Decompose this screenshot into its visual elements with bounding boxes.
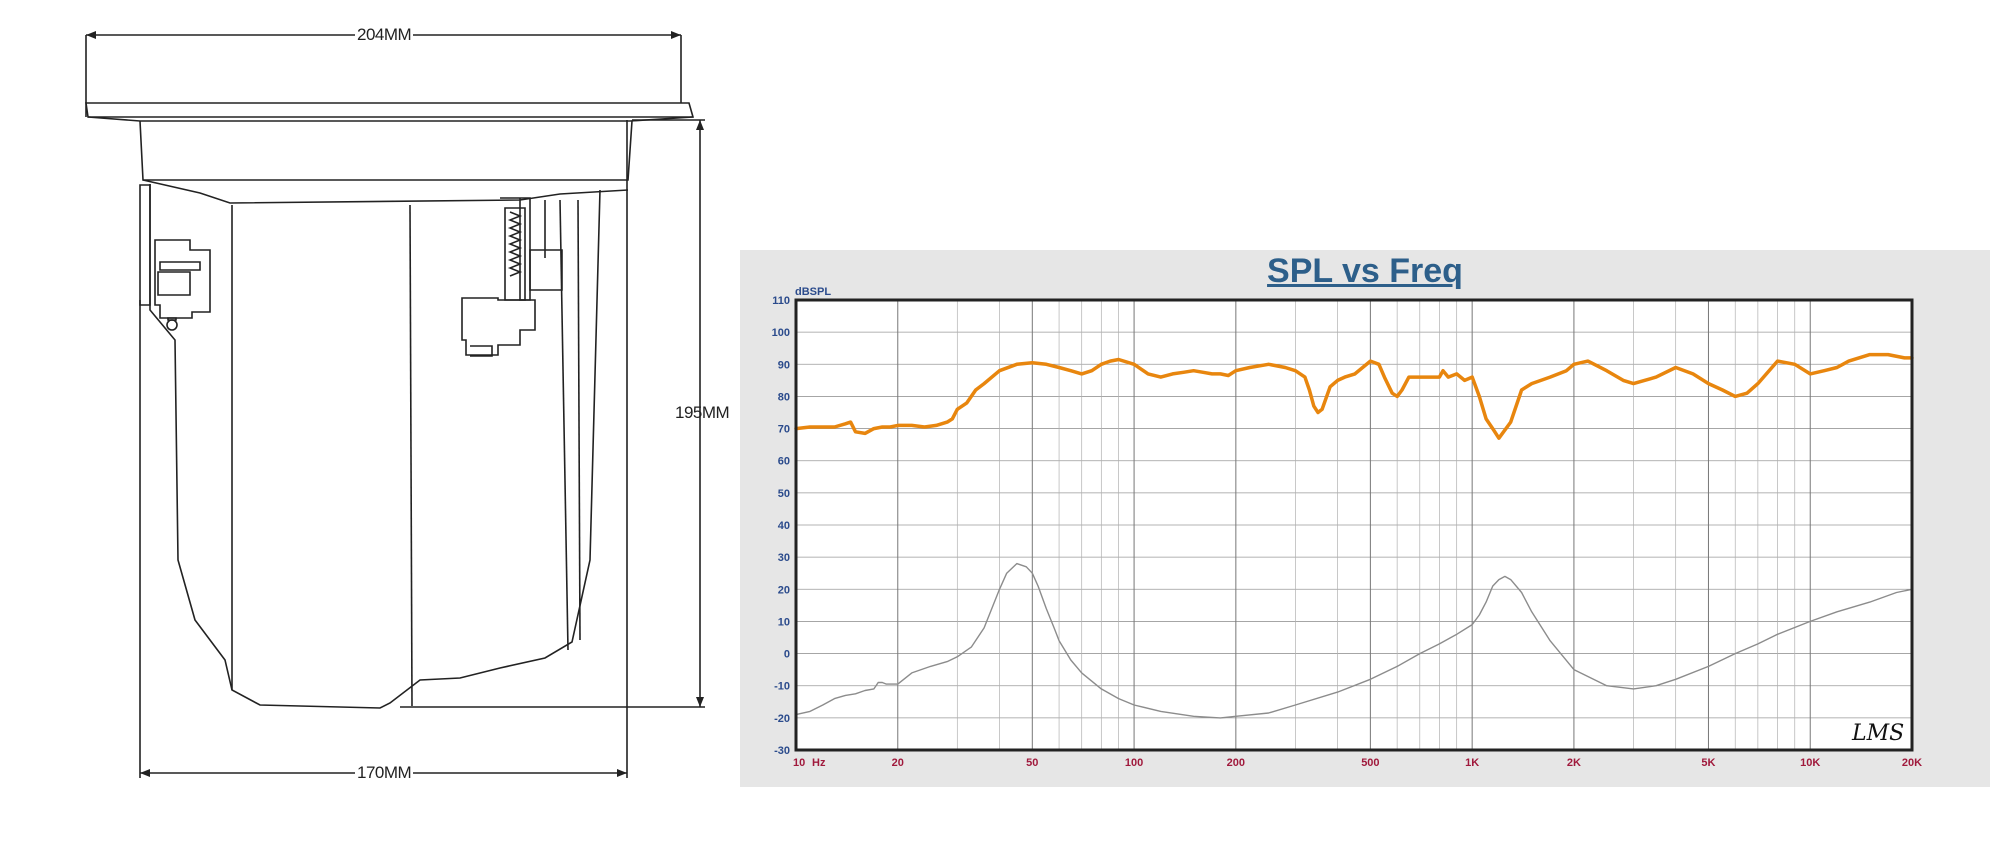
y-tick-label: 100 [772,327,790,339]
plot-border [794,298,1914,752]
width-dimension-label: 204MM [355,25,414,45]
y-tick-label: 30 [778,552,790,564]
flange-outline [85,102,695,118]
y-tick-label: -20 [774,713,790,725]
flange-top [87,116,694,122]
x-tick-label: 20 [892,757,904,769]
speaker-dimension-drawing: 204MM 195MM 170MM [0,0,760,843]
x-tick-label: 1K [1465,757,1479,769]
y-tick-label: 70 [778,424,790,436]
y-tick-label: 60 [778,456,790,468]
y-tick-label: -30 [774,745,790,757]
grid-layer [795,299,1913,751]
x-tick-label: 50 [1026,757,1038,769]
height-dimension-label: 195MM [675,403,730,422]
y-tick-label: 40 [778,520,790,532]
x-unit-label: Hz [812,757,826,769]
y-unit-label: dBSPL [795,286,831,298]
series-layer [794,352,1914,719]
x-tick-label: 20K [1902,757,1922,769]
x-tick-label: 2K [1567,757,1581,769]
x-tick-label: 200 [1227,757,1245,769]
y-tick-label: 50 [778,488,790,500]
y-tick-label: -10 [774,681,790,693]
x-tick-label: 500 [1361,757,1379,769]
spl-response-line [794,352,1914,440]
base-dimension-label: 170MM [355,763,414,783]
x-tick-label: 100 [1125,757,1143,769]
x-tick-label: 10 [793,757,805,769]
lms-logo: LMS [1851,721,1904,746]
x-tick-label: 5K [1701,757,1715,769]
y-tick-label: 10 [778,616,790,628]
spl-frequency-chart: SPL vs Freq 110 100 90 80 70 60 50 40 30 20 10 0 -10… [740,250,1990,787]
can-body [149,184,601,709]
x-tick-label: 10K [1800,757,1820,769]
y-tick-label: 90 [778,359,790,371]
y-tick-label: 110 [772,295,790,307]
y-tick-label: 0 [784,649,790,661]
chart-title: SPL vs Freq [1267,252,1463,290]
speaker-outline-svg [85,31,705,778]
left-clamp [139,184,151,306]
impedance-line [795,562,1913,719]
y-tick-label: 80 [778,391,790,403]
y-tick-label: 20 [778,584,790,596]
